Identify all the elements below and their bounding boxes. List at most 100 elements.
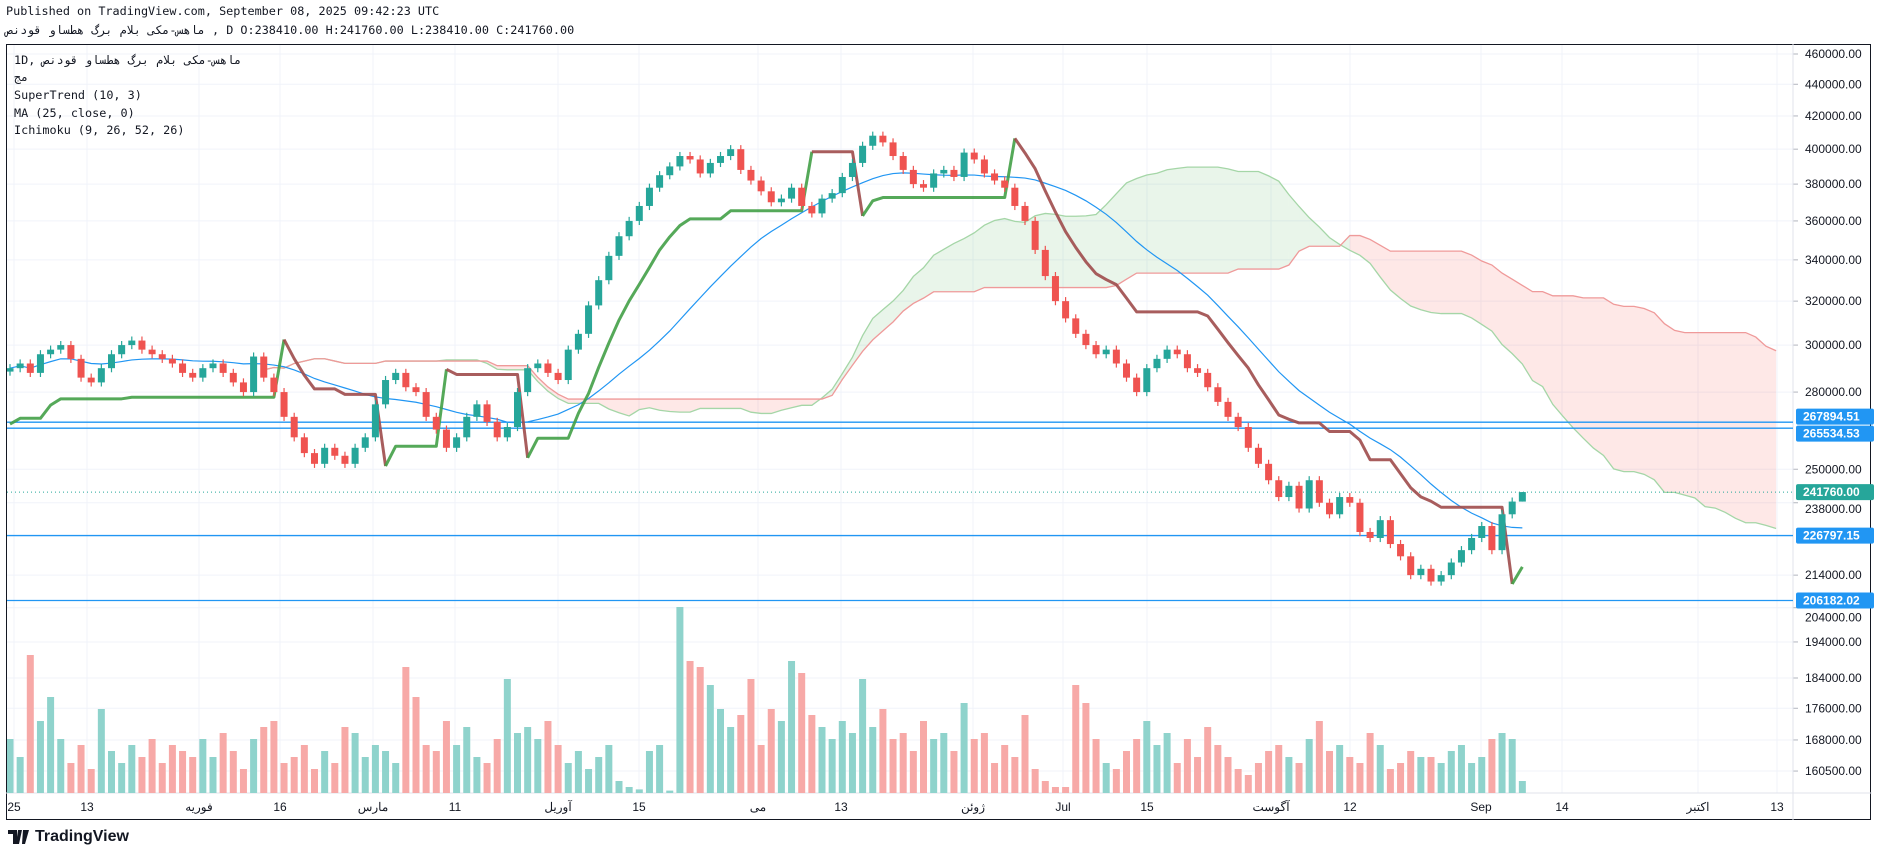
- volume-bar: [1173, 763, 1181, 793]
- legend-volume[interactable]: مج: [14, 70, 29, 84]
- volume-bar: [503, 679, 511, 793]
- volume-bar: [1082, 703, 1090, 793]
- ichimoku-cloud-segment: [1765, 346, 1777, 529]
- candle-body: [696, 159, 704, 174]
- ichimoku-cloud-segment: [1339, 235, 1350, 251]
- ichimoku-cloud-segment: [1491, 265, 1503, 345]
- price-tick-label: 360000.00: [1805, 214, 1862, 228]
- candle-body: [1407, 556, 1415, 576]
- volume-bar: [534, 739, 542, 793]
- candle-body: [392, 372, 400, 381]
- volume-bar: [1062, 787, 1070, 793]
- tradingview-logo[interactable]: TradingView: [8, 828, 129, 846]
- volume-bar: [483, 763, 491, 793]
- symbol-name: ماهس-مکی بلام برگ هطساو قودنص: [6, 23, 205, 37]
- candle-body: [605, 255, 613, 281]
- time-axis-label: مارس: [358, 800, 389, 814]
- ichimoku-cloud-segment: [893, 290, 904, 322]
- volume-bar: [412, 697, 420, 793]
- time-axis-label: فوریه: [185, 800, 213, 814]
- candle-body: [1021, 205, 1029, 221]
- time-axis-label: 11: [449, 800, 462, 814]
- volume-bar: [432, 751, 440, 793]
- ichimoku-cloud-segment: [1288, 194, 1300, 266]
- candle-body: [1123, 363, 1130, 378]
- candle-body: [1031, 220, 1039, 250]
- volume-bar: [1183, 739, 1191, 793]
- volume-bar: [138, 757, 146, 793]
- legend-supertrend[interactable]: SuperTrend (10, 3): [14, 88, 142, 102]
- volume-bar: [595, 757, 603, 793]
- candle-body: [828, 193, 836, 199]
- legend-symbol: 1D, ماهس-مکی بلام برگ هطساو قودنص: [14, 53, 241, 67]
- candle-body: [574, 333, 582, 350]
- time-axis-label: آگوست: [1252, 799, 1290, 814]
- ichimoku-cloud-segment: [1552, 295, 1563, 417]
- ichimoku-cloud-segment: [903, 276, 914, 312]
- candle-body: [128, 340, 136, 346]
- volume-bar: [1051, 787, 1059, 793]
- candle-body: [321, 447, 329, 464]
- candle-body: [1295, 485, 1303, 509]
- supertrend-up-line: [1510, 566, 1524, 585]
- legend-ichimoku[interactable]: Ichimoku (9, 26, 52, 26): [14, 123, 185, 137]
- volume-bar: [16, 757, 24, 793]
- level-price-label: 206182.02: [1803, 593, 1860, 607]
- volume-bar: [1366, 733, 1374, 793]
- candle-body: [909, 169, 917, 185]
- ichimoku-cloud-segment: [1420, 251, 1431, 313]
- price-tick-label: 340000.00: [1805, 253, 1862, 267]
- volume-bar: [940, 733, 948, 793]
- volume-bar: [1072, 685, 1080, 793]
- volume-bar: [1285, 757, 1293, 793]
- ichimoku-cloud-segment: [771, 399, 782, 414]
- time-axis-label: ژوئن: [961, 800, 985, 814]
- ichimoku-leading-span-a: [263, 166, 1777, 530]
- time-axis-label: 13: [1770, 800, 1784, 814]
- candle-body: [757, 180, 765, 192]
- last-price-badge: [1796, 484, 1874, 501]
- volume-bar: [371, 745, 379, 793]
- candle-body: [585, 305, 593, 334]
- candle-body: [737, 149, 745, 170]
- candle-body: [260, 356, 268, 378]
- ichimoku-cloud-segment: [700, 399, 711, 409]
- legend-ma[interactable]: MA (25, close, 0): [14, 106, 135, 120]
- candle-body: [1183, 354, 1191, 369]
- price-tick-label: 160500.00: [1805, 764, 1862, 778]
- time-axis-label: 25: [7, 800, 21, 814]
- volume-bar: [970, 739, 978, 793]
- price-tick-label: 214000.00: [1805, 568, 1862, 582]
- price-tick-label: 204000.00: [1805, 610, 1862, 624]
- volume-bar: [1143, 721, 1151, 793]
- price-tick-label: 168000.00: [1805, 733, 1862, 747]
- ichimoku-cloud-segment: [1654, 312, 1665, 493]
- level-price-label: 265534.53: [1803, 427, 1860, 441]
- candle-body: [1326, 502, 1333, 515]
- candle-body: [960, 152, 968, 177]
- published-caption: Published on TradingView.com, September …: [6, 4, 440, 18]
- candle-body: [767, 191, 775, 203]
- level-price-badge: [1796, 408, 1874, 425]
- candle-body: [7, 368, 14, 372]
- time-axis-label: 14: [1555, 800, 1569, 814]
- candle-body: [361, 437, 369, 448]
- ichimoku-cloud-segment: [832, 373, 843, 396]
- volume-bar: [1153, 745, 1161, 793]
- candle-body: [899, 156, 907, 170]
- volume-bar: [544, 721, 552, 793]
- volume-bar: [442, 721, 450, 793]
- volume-bar: [473, 757, 481, 793]
- volume-bar: [1356, 763, 1364, 793]
- candle-body: [1478, 526, 1486, 538]
- candle-body: [889, 142, 897, 157]
- ichimoku-cloud-segment: [1573, 295, 1584, 439]
- candle-body: [1386, 520, 1394, 545]
- ichimoku-cloud-segment: [1634, 306, 1645, 475]
- volume-bar: [1244, 775, 1252, 793]
- volume-bar: [706, 685, 714, 793]
- ichimoku-cloud-segment: [1187, 167, 1198, 274]
- volume-bar: [179, 751, 187, 793]
- ichimoku-cloud-segment: [1177, 167, 1188, 274]
